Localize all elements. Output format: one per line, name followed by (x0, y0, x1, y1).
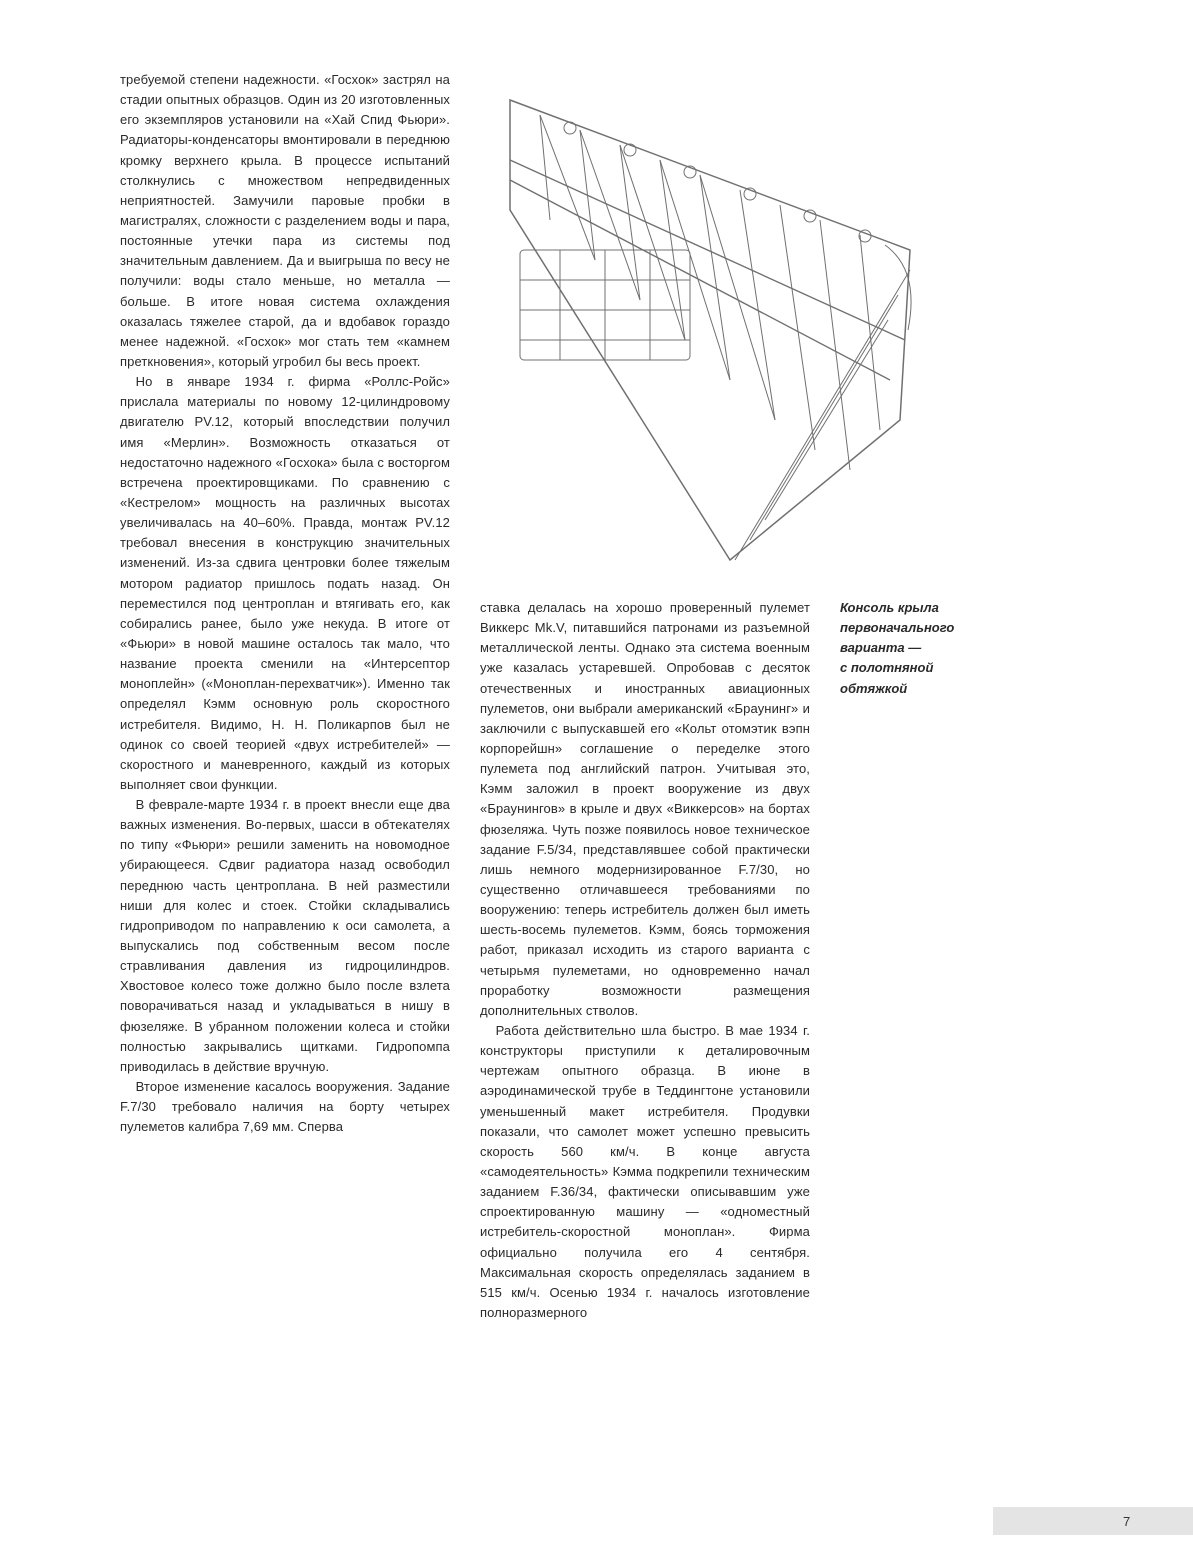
middle-text-column: ставка делалась на хорошо проверенный пу… (480, 598, 810, 1323)
right-column: ставка делалась на хорошо проверенный пу… (480, 70, 1108, 1323)
caption-line: обтяжкой (840, 681, 907, 696)
paragraph: В феврале-марте 1934 г. в проект внесли … (120, 795, 450, 1077)
left-text-column: требуемой степени надежности. «Госхок» з… (120, 70, 450, 1323)
figure-caption: Консоль крыла первоначального варианта —… (840, 598, 1108, 699)
caption-line: первоначального (840, 620, 954, 635)
paragraph: Но в январе 1934 г. фирма «Роллс-Ройс» п… (120, 372, 450, 795)
paragraph: ставка делалась на хорошо проверенный пу… (480, 598, 810, 1021)
wing-cutaway-figure (480, 70, 1108, 568)
figure-caption-column: Консоль крыла первоначального варианта —… (840, 598, 1108, 1323)
lower-right-block: ставка делалась на хорошо проверенный пу… (480, 598, 1108, 1323)
page-number-bar: 7 (993, 1507, 1193, 1535)
wing-cutaway-illustration (480, 70, 930, 568)
paragraph: требуемой степени надежности. «Госхок» з… (120, 70, 450, 372)
page-content: требуемой степени надежности. «Госхок» з… (120, 70, 1108, 1323)
caption-line: с полотняной (840, 660, 933, 675)
caption-line: варианта — (840, 640, 921, 655)
paragraph: Второе изменение касалось вооружения. За… (120, 1077, 450, 1137)
page-number: 7 (1123, 1514, 1130, 1529)
paragraph: Работа действительно шла быстро. В мае 1… (480, 1021, 810, 1323)
caption-line: Консоль крыла (840, 600, 939, 615)
